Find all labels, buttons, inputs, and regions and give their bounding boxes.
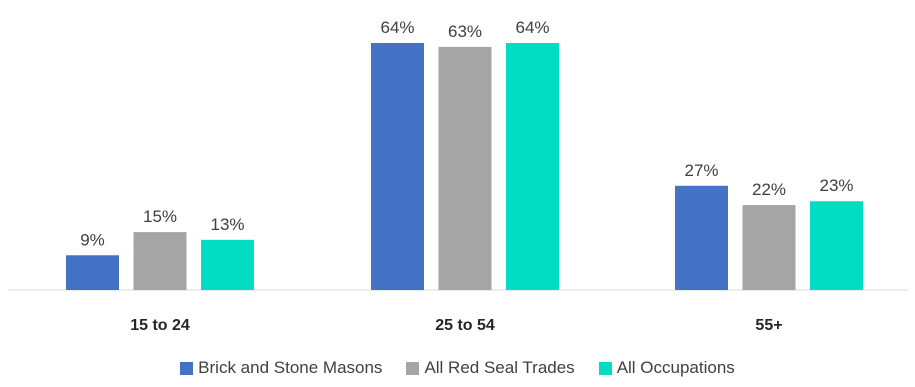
legend-item-brick-and-stone-masons: Brick and Stone Masons: [180, 358, 382, 378]
legend-swatch: [180, 361, 194, 375]
legend-item-all-red-seal-trades: All Red Seal Trades: [406, 358, 575, 378]
value-label: 64%: [515, 18, 549, 37]
category-label: 55+: [755, 317, 782, 334]
bar-all-red-seal-trades-1: [438, 46, 492, 290]
legend-label: All Occupations: [616, 358, 735, 377]
bars-group: [66, 43, 863, 290]
value-label: 22%: [752, 180, 786, 199]
bar-all-red-seal-trades-2: [742, 205, 796, 290]
legend-label: Brick and Stone Masons: [198, 358, 383, 377]
bar-chart: 9% 15% 13% 64% 63% 64% 27% 22% 23% 15 to 24 25 to…: [8, 18, 908, 334]
bar-brick-and-stone-masons-2: [675, 185, 728, 290]
value-label: 15%: [143, 207, 177, 226]
value-labels-group: 9% 15% 13% 64% 63% 64% 27% 22% 23%: [80, 18, 853, 249]
value-label: 27%: [684, 161, 718, 180]
bar-all-occupations-0: [201, 239, 254, 290]
legend-label: All Red Seal Trades: [424, 358, 575, 377]
bar-all-red-seal-trades-0: [133, 232, 187, 290]
bar-all-occupations-2: [810, 201, 863, 290]
legend: Brick and Stone Masons All Red Seal Trad…: [0, 358, 915, 378]
legend-item-all-occupations: All Occupations: [598, 358, 735, 378]
category-labels-group: 15 to 24 25 to 54 55+: [130, 317, 782, 334]
legend-swatch: [598, 361, 612, 375]
value-label: 13%: [210, 215, 244, 234]
bar-brick-and-stone-masons-0: [66, 255, 119, 290]
value-label: 9%: [80, 230, 105, 249]
category-label: 25 to 54: [435, 317, 495, 334]
legend-swatch: [406, 361, 420, 375]
value-label: 64%: [380, 18, 414, 37]
value-label: 63%: [448, 22, 482, 41]
bar-brick-and-stone-masons-1: [371, 43, 424, 290]
bar-all-occupations-1: [506, 43, 559, 290]
category-label: 15 to 24: [130, 317, 190, 334]
value-label: 23%: [819, 176, 853, 195]
